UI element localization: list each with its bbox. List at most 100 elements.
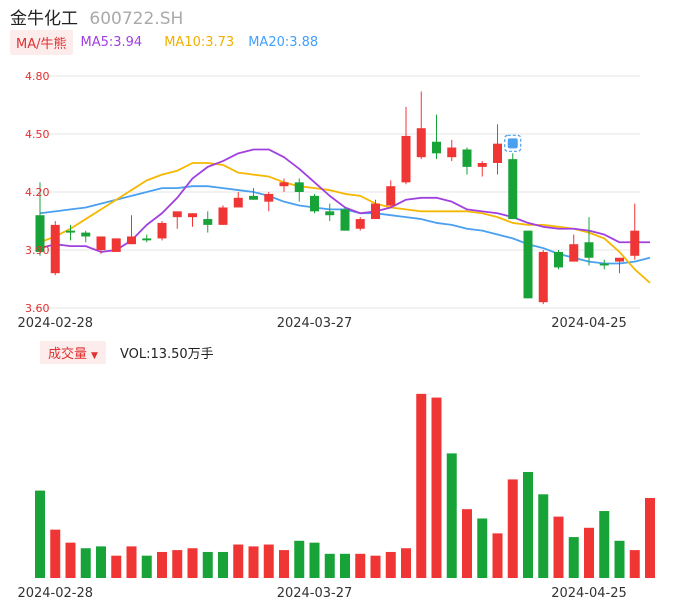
event-marker-frame-icon <box>504 134 522 152</box>
candle-body <box>203 219 213 225</box>
volume-bar <box>492 533 503 578</box>
candle-body <box>401 135 411 183</box>
volume-bar <box>507 479 518 578</box>
candle-body <box>50 224 60 274</box>
candle-body <box>218 207 228 225</box>
volume-bar <box>431 397 442 578</box>
volume-bar <box>157 551 167 578</box>
candle-body <box>538 251 548 303</box>
candle-body <box>569 244 579 262</box>
candle-body <box>447 147 457 158</box>
volume-bar <box>324 553 335 578</box>
y-tick-label: 4.50 <box>25 128 50 141</box>
candle-body <box>477 163 487 167</box>
volume-bar <box>279 550 289 578</box>
volume-bar <box>187 548 198 578</box>
candle-body <box>264 193 274 202</box>
candle-body <box>325 211 335 216</box>
stock-name: 金牛化工 <box>10 9 78 29</box>
candle-body <box>188 213 197 218</box>
candle-body <box>615 257 624 262</box>
candle-body <box>554 251 563 268</box>
volume-bar <box>141 555 152 578</box>
volume-bar <box>50 529 61 578</box>
x-tick-label: 2024-04-25 <box>551 586 627 601</box>
candle-body <box>584 242 594 258</box>
candle-body <box>371 203 380 220</box>
volume-bar <box>263 544 274 578</box>
volume-bar <box>218 551 228 578</box>
volume-indicator-tag[interactable]: 成交量 ▼ <box>40 340 106 364</box>
volume-bar <box>523 471 533 578</box>
y-tick-label: 3.60 <box>25 302 50 315</box>
ma10-line <box>39 162 651 284</box>
candle-body <box>172 211 182 218</box>
volume-bar <box>385 551 396 578</box>
candle-body <box>279 182 289 187</box>
x-tick-label: 2024-03-27 <box>277 586 353 601</box>
volume-bar <box>65 542 76 578</box>
candle-body <box>294 182 304 192</box>
candle-body <box>96 236 106 250</box>
x-tick-label: 2024-02-28 <box>17 316 93 331</box>
ma-legend: MA/牛熊 MA5:3.94 MA10:3.73 MA20:3.88 <box>10 29 319 55</box>
ma-indicator-tag[interactable]: MA/牛熊 <box>10 29 73 55</box>
volume-bar <box>645 498 655 578</box>
volume-bar <box>614 540 625 578</box>
ma10-value: MA10:3.73 <box>164 34 235 50</box>
volume-tag-label: 成交量 <box>48 346 88 362</box>
volume-bar <box>355 553 366 578</box>
volume-bar <box>35 490 45 578</box>
candle-body <box>508 159 518 220</box>
volume-bar <box>568 537 579 578</box>
candle-body <box>340 209 350 231</box>
candle-body <box>630 230 640 256</box>
volume-bar <box>462 509 472 578</box>
candle-body <box>142 238 152 241</box>
candle-body <box>233 197 243 208</box>
y-tick-label: 4.20 <box>25 186 50 199</box>
candle-body <box>462 149 472 167</box>
ma20-value: MA20:3.88 <box>248 34 319 50</box>
candle-body <box>157 222 167 239</box>
candle-body <box>249 195 258 200</box>
volume-bar <box>80 548 91 578</box>
x-tick-label: 2024-04-25 <box>551 316 627 331</box>
volume-bar <box>477 518 488 578</box>
event-marker-icon <box>507 138 518 149</box>
ma5-value: MA5:3.94 <box>80 34 143 50</box>
candle-body <box>81 232 91 237</box>
y-tick-label: 3.90 <box>25 244 50 257</box>
candle-body <box>355 219 365 229</box>
candle-body <box>416 128 426 158</box>
volume-bar <box>553 516 564 578</box>
volume-bar <box>202 551 213 578</box>
volume-bar <box>172 550 183 578</box>
volume-bar <box>340 553 350 578</box>
volume-bar <box>233 544 244 578</box>
stock-header: 金牛化工 600722.SH <box>10 4 183 29</box>
volume-bar <box>584 527 594 578</box>
volume-bar <box>111 555 122 578</box>
candle-body <box>493 143 502 163</box>
volume-bar <box>629 550 640 578</box>
candle-body <box>310 195 319 212</box>
candle-body <box>523 230 533 299</box>
stock-code: 600722.SH <box>89 9 184 29</box>
y-tick-label: 4.80 <box>25 70 50 83</box>
volume-bar <box>538 494 549 578</box>
candle-body <box>35 215 45 252</box>
volume-bar <box>96 546 106 578</box>
volume-bar <box>401 548 411 578</box>
volume-bar <box>446 453 457 578</box>
candle-body <box>111 238 121 252</box>
volume-bar <box>294 540 305 578</box>
x-tick-label: 2024-02-28 <box>17 586 93 601</box>
volume-bar <box>248 546 259 578</box>
candle-body <box>386 186 396 206</box>
volume-bar <box>126 546 137 578</box>
candle-body <box>599 263 609 266</box>
volume-legend: 成交量 ▼ VOL:13.50万手 <box>40 340 214 364</box>
volume-bar <box>599 511 610 578</box>
